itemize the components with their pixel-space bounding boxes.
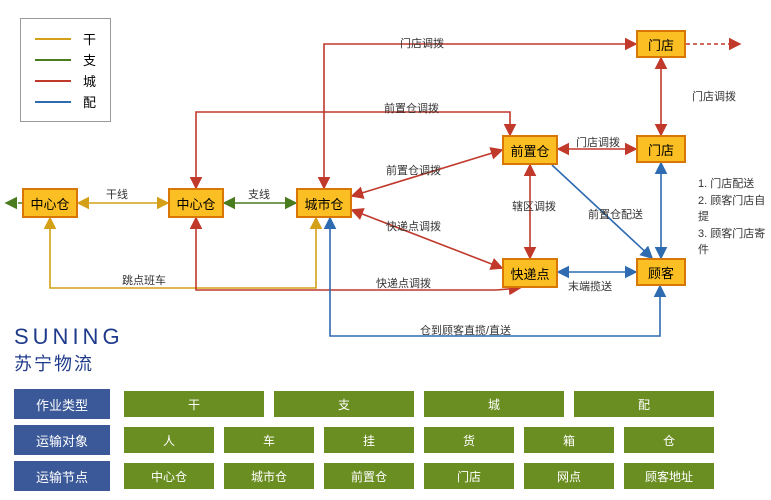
node-center2: 中心仓 (168, 188, 224, 218)
edge (324, 44, 636, 188)
table-row: 运输节点中心仓城市仓前置仓门店网点顾客地址 (14, 461, 724, 491)
table-row: 运输对象人车挂货箱仓 (14, 425, 724, 455)
legend-box: 干支城配 (20, 18, 111, 122)
node-store2: 门店 (636, 135, 686, 163)
summary-table: 作业类型干支城配运输对象人车挂货箱仓运输节点中心仓城市仓前置仓门店网点顾客地址 (14, 386, 724, 494)
edge-label: 仓到顾客直揽/直送 (420, 322, 511, 338)
table-cell: 前置仓 (324, 463, 414, 489)
legend-item: 干 (35, 29, 96, 48)
edge-label: 门店调拨 (576, 134, 620, 150)
table-cell: 仓 (624, 427, 714, 453)
node-express: 快递点 (502, 258, 558, 288)
node-center1: 中心仓 (22, 188, 78, 218)
legend-line-icon (35, 101, 71, 103)
legend-label: 城 (83, 71, 96, 90)
table-cell: 箱 (524, 427, 614, 453)
node-citywh: 城市仓 (296, 188, 352, 218)
table-cell: 人 (124, 427, 214, 453)
table-cell: 挂 (324, 427, 414, 453)
legend-item: 城 (35, 71, 96, 90)
legend-label: 配 (83, 92, 96, 111)
customer-notes: 1. 门店配送2. 顾客门店自提3. 顾客门店寄件 (698, 176, 771, 259)
diagram-canvas: 干支城配 中心仓中心仓城市仓前置仓门店门店快递点顾客 干线支线跳点班车前置仓调拨… (0, 0, 771, 500)
table-cell: 支 (274, 391, 414, 417)
table-cell: 车 (224, 427, 314, 453)
legend-label: 干 (83, 29, 96, 48)
edge-label: 门店调拨 (692, 88, 736, 104)
brand-cn: 苏宁物流 (14, 350, 124, 376)
node-customer: 顾客 (636, 258, 686, 286)
edge-label: 末端揽送 (568, 278, 612, 294)
table-cell: 门店 (424, 463, 514, 489)
note-item: 3. 顾客门店寄件 (698, 226, 771, 259)
legend-item: 配 (35, 92, 96, 111)
edge-label: 门店调拨 (400, 35, 444, 51)
edge-label: 前置仓调拨 (386, 162, 441, 178)
table-cell: 网点 (524, 463, 614, 489)
note-item: 1. 门店配送 (698, 176, 771, 193)
node-store1: 门店 (636, 30, 686, 58)
legend-label: 支 (83, 50, 96, 69)
brand-block: SUNING 苏宁物流 (14, 324, 124, 376)
edge-label: 干线 (106, 186, 128, 202)
legend-line-icon (35, 38, 71, 40)
edge (196, 218, 520, 290)
edge-label: 前置仓配送 (588, 206, 643, 222)
legend-item: 支 (35, 50, 96, 69)
edge (50, 218, 316, 288)
table-cell: 城市仓 (224, 463, 314, 489)
edge-label: 前置仓调拨 (384, 100, 439, 116)
table-cell: 顾客地址 (624, 463, 714, 489)
brand-en: SUNING (14, 324, 124, 350)
legend-line-icon (35, 59, 71, 61)
edge-label: 支线 (248, 186, 270, 202)
edge-label: 快递点调拨 (386, 218, 441, 234)
node-frontwh: 前置仓 (502, 135, 558, 165)
note-item: 2. 顾客门店自提 (698, 193, 771, 226)
table-cell: 中心仓 (124, 463, 214, 489)
table-cell: 干 (124, 391, 264, 417)
table-row: 作业类型干支城配 (14, 389, 724, 419)
edge-label: 跳点班车 (122, 272, 166, 288)
table-head: 运输对象 (14, 425, 110, 455)
legend-line-icon (35, 80, 71, 82)
edge-label: 辖区调拨 (512, 198, 556, 214)
edge-label: 快递点调拨 (376, 275, 431, 291)
table-cell: 货 (424, 427, 514, 453)
edge (196, 112, 510, 188)
table-cell: 城 (424, 391, 564, 417)
table-head: 作业类型 (14, 389, 110, 419)
table-head: 运输节点 (14, 461, 110, 491)
table-cell: 配 (574, 391, 714, 417)
